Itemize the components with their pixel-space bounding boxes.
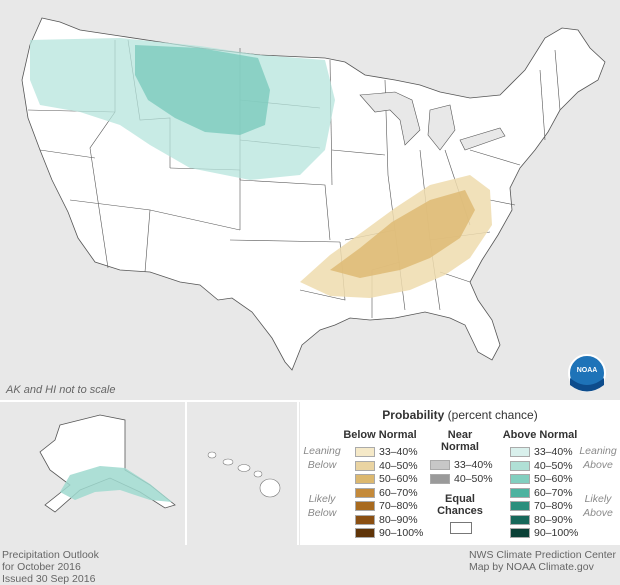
below-normal-label: 33–40%: [379, 446, 418, 458]
below-normal-label: 60–70%: [379, 486, 418, 499]
legend: Probability (percent chance) Below Norma…: [300, 402, 620, 545]
near-normal-swatch: [430, 460, 450, 470]
below-normal-label: 80–90%: [379, 513, 418, 526]
above-normal-swatch: [510, 528, 530, 538]
alaska-above-normal: [60, 466, 172, 502]
above-normal-label: 80–90%: [534, 513, 573, 526]
above-normal-swatch: [510, 501, 530, 511]
above-normal-swatch: [510, 447, 530, 457]
footer-left: Precipitation Outlook for October 2016 I…: [2, 549, 99, 585]
below-normal-swatch: [355, 487, 375, 498]
legend-title: Probability (percent chance): [382, 408, 538, 422]
scale-note: AK and HI not to scale: [6, 384, 116, 396]
below-normal-swatch: [355, 460, 375, 471]
noaa-logo: NOAA: [568, 354, 606, 392]
above-normal-label: 50–60%: [534, 473, 573, 485]
above-normal-swatch: [510, 487, 530, 498]
above-normal-label: 70–80%: [534, 500, 573, 512]
likely-above-label: Likely Above: [583, 493, 613, 519]
hawaii-land: [207, 451, 281, 498]
leaning-below-label: Leaning Below: [303, 445, 341, 471]
near-normal-label: 33–40%: [454, 459, 493, 471]
above-normal-label: 60–70%: [534, 486, 573, 499]
above-normal-label: 33–40%: [534, 446, 573, 458]
below-normal-label: 70–80%: [379, 500, 418, 512]
above-normal-swatch: [510, 474, 530, 484]
outlook-map: NOAA: [0, 17, 620, 545]
below-normal-swatch: [355, 528, 375, 538]
below-normal-label: 40–50%: [379, 459, 418, 472]
near-normal-header: Near Normal: [441, 429, 479, 453]
below-normal-swatch: [355, 474, 375, 484]
footer-right: NWS Climate Prediction Center Map by NOA…: [468, 549, 616, 573]
above-normal-label: 40–50%: [534, 459, 573, 472]
above-normal-swatch: [510, 460, 530, 471]
below-normal-label: 50–60%: [379, 473, 418, 485]
likely-below-label: Likely Below: [307, 493, 337, 519]
above-normal-header: Above Normal: [502, 429, 578, 441]
below-normal-swatch: [355, 447, 375, 457]
near-normal-label: 40–50%: [454, 472, 493, 485]
below-normal-header: Below Normal: [343, 429, 417, 441]
below-normal-swatch: [355, 501, 375, 511]
above-normal-40-50: [135, 45, 270, 135]
noaa-logo-text: NOAA: [577, 367, 598, 374]
above-normal-label: 90–100%: [534, 527, 579, 539]
near-normal-swatch: [430, 473, 450, 484]
above-normal-swatch: [510, 514, 530, 525]
equal-chances-label: Equal Chances: [437, 493, 483, 517]
great-lakes: [359, 91, 421, 146]
below-normal-40-50: [330, 190, 475, 278]
below-normal-label: 90–100%: [379, 527, 424, 539]
below-normal-swatch: [355, 514, 375, 525]
equal-chances-swatch: [450, 522, 472, 534]
leaning-above-label: Leaning Above: [579, 445, 617, 471]
